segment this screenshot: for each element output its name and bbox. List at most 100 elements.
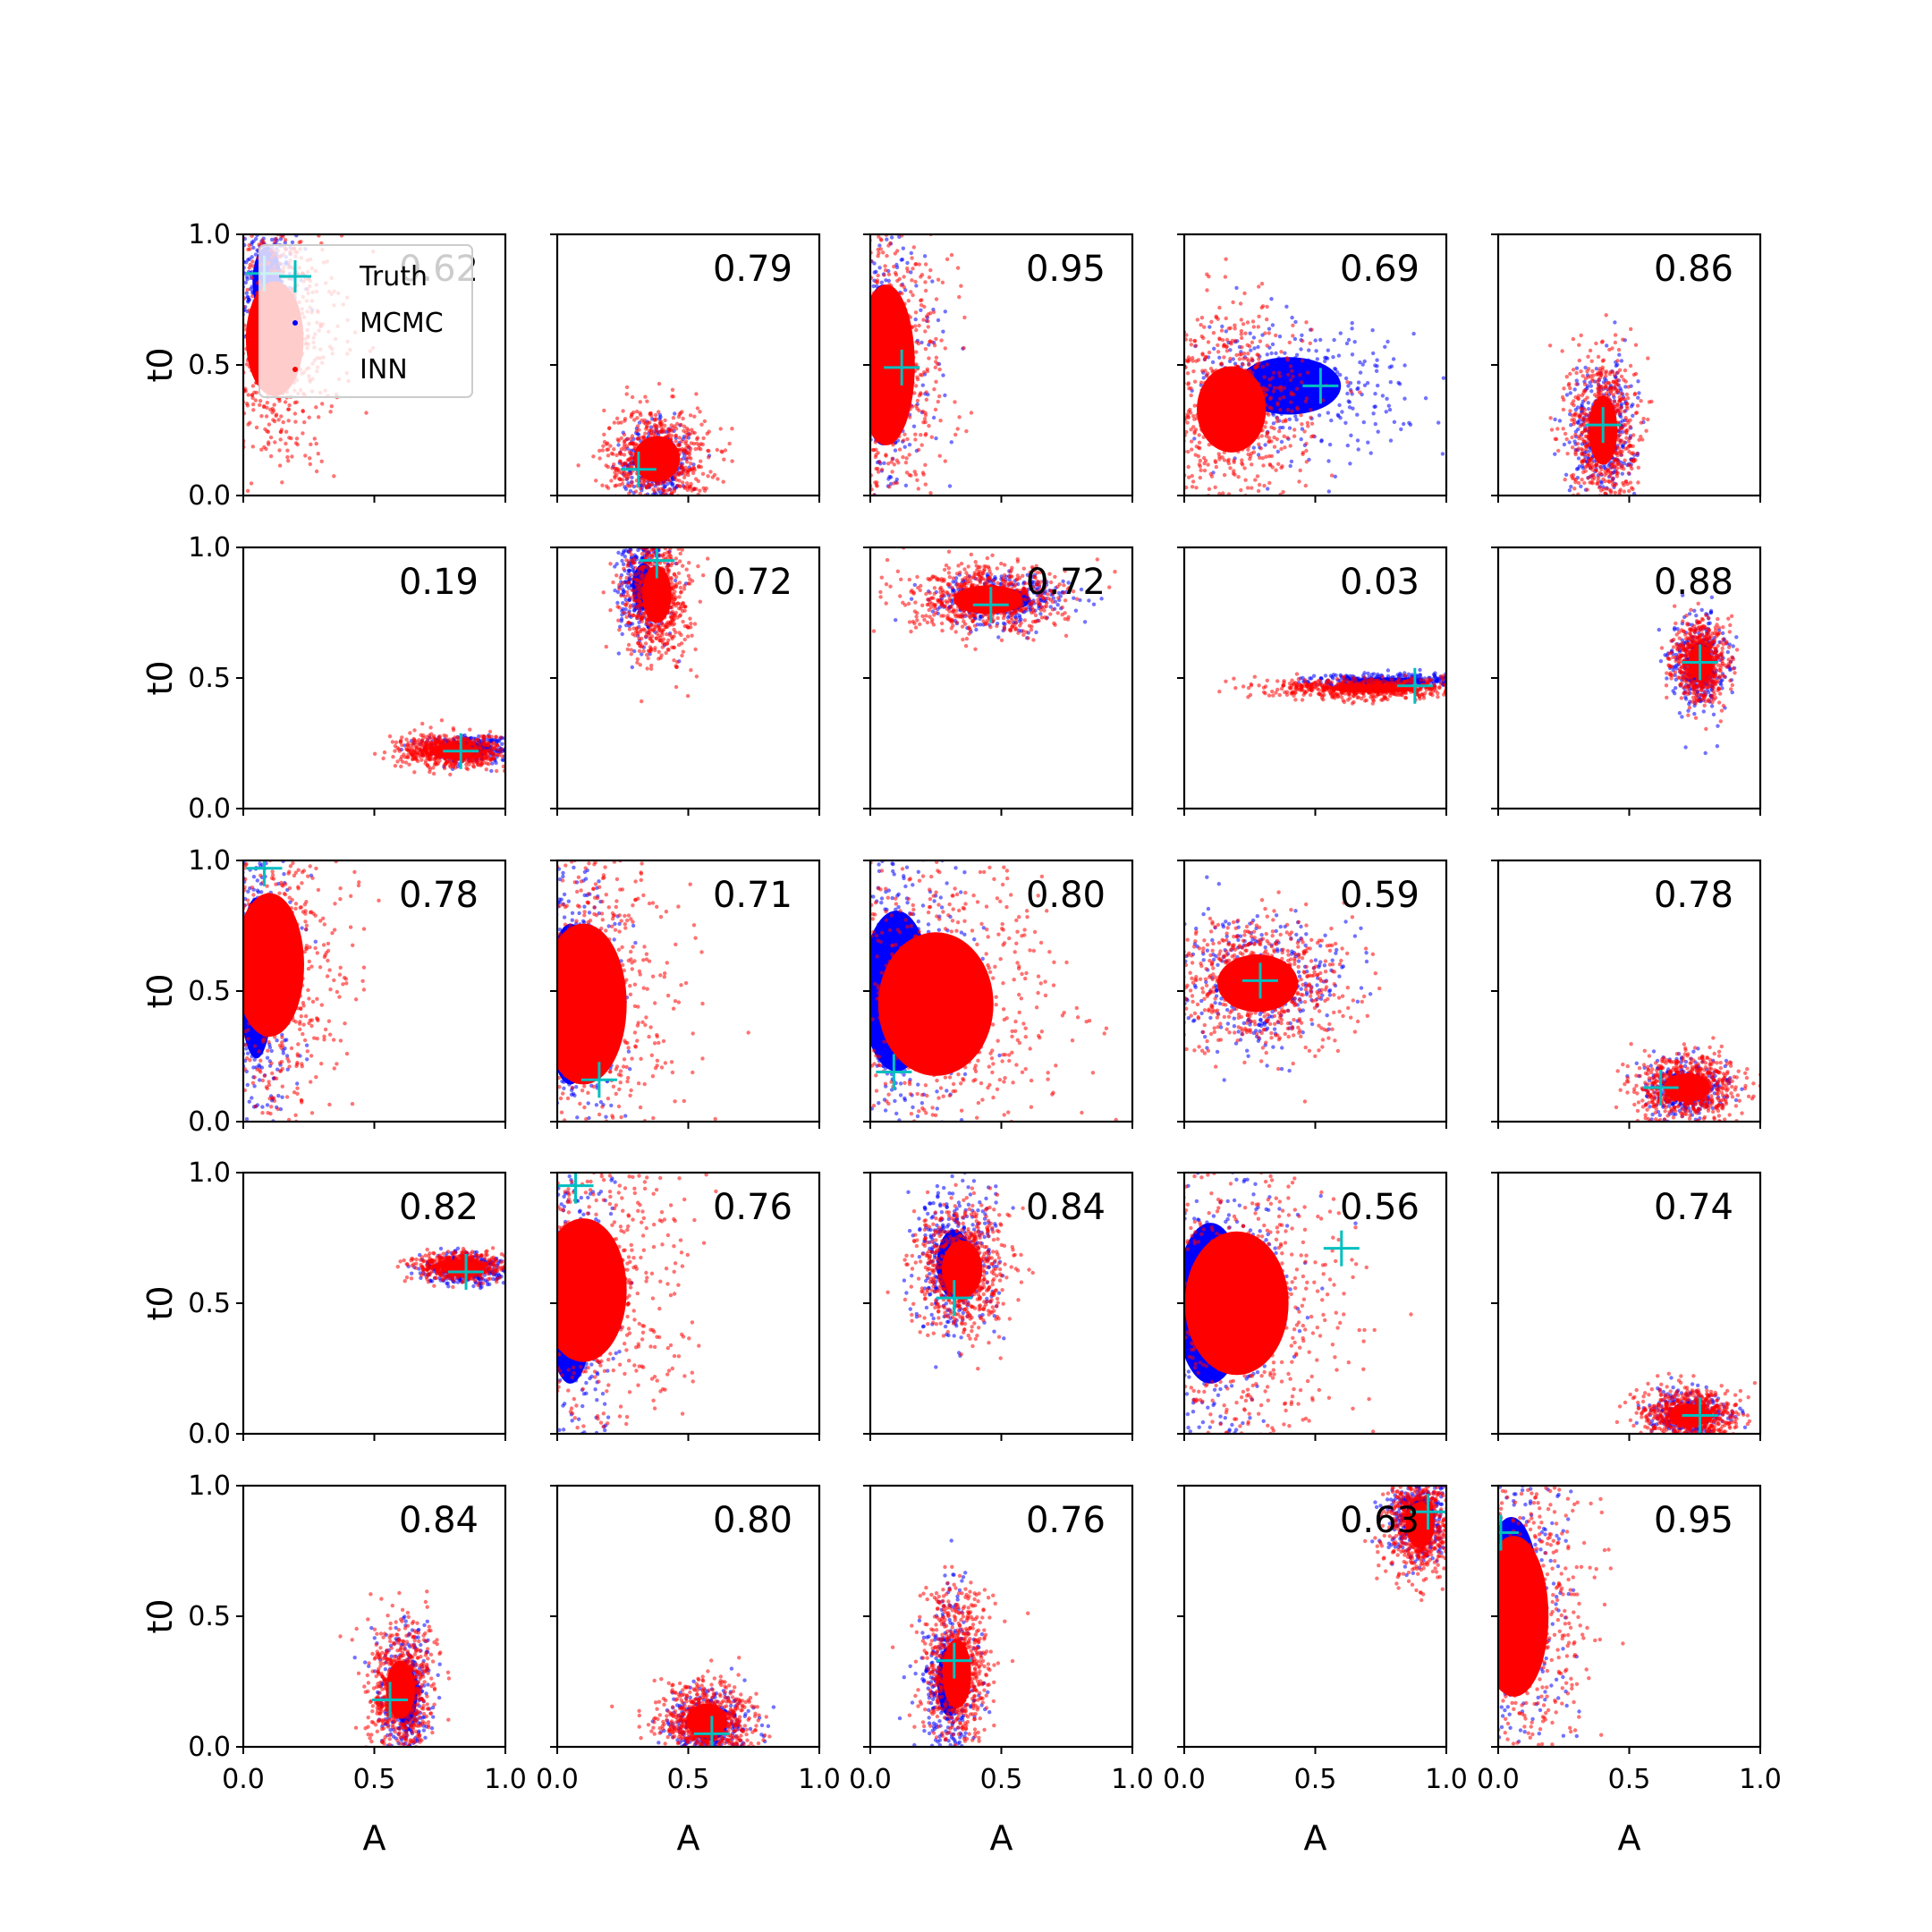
inn-point <box>1308 341 1313 345</box>
inn-point <box>663 423 667 428</box>
inn-point <box>922 417 928 421</box>
inn-point <box>897 316 902 321</box>
inn-point <box>1592 446 1597 452</box>
inn-point <box>285 454 290 460</box>
inn-point <box>877 375 882 379</box>
inn-point <box>909 362 913 368</box>
mcmc-point <box>1385 396 1389 401</box>
inn-point <box>314 441 318 446</box>
inn-point <box>712 472 717 478</box>
mcmc-point <box>1317 413 1322 418</box>
inn-point <box>669 433 674 438</box>
inn-point <box>1628 418 1632 422</box>
inn-point <box>1238 406 1243 411</box>
mcmc-point <box>1331 355 1335 360</box>
inn-point <box>1272 370 1276 375</box>
inn-point <box>653 445 658 449</box>
inn-point <box>1646 356 1650 360</box>
inn-point <box>1279 446 1284 452</box>
inn-point <box>632 446 637 451</box>
inn-point <box>878 293 883 298</box>
inn-point <box>644 427 648 431</box>
inn-point <box>1272 426 1276 431</box>
inn-point <box>885 253 889 258</box>
inn-point <box>893 377 897 382</box>
inn-point <box>1625 482 1630 487</box>
inn-point <box>623 447 627 452</box>
inn-point <box>619 436 623 441</box>
panel-value-label: 0.79 <box>713 249 792 290</box>
inn-point <box>1549 428 1555 432</box>
inn-point <box>1276 462 1281 466</box>
inn-point <box>1635 452 1640 456</box>
inn-point <box>1603 479 1607 484</box>
inn-point <box>597 448 602 453</box>
mcmc-point <box>874 269 878 274</box>
inn-point <box>886 272 892 276</box>
mcmc-point <box>1619 414 1623 419</box>
inn-point <box>1592 438 1597 444</box>
inn-point <box>1265 317 1269 322</box>
inn-point <box>1585 487 1589 492</box>
mcmc-point <box>1345 443 1351 448</box>
inn-point <box>875 480 879 485</box>
mcmc-point <box>1270 342 1275 347</box>
inn-point <box>1582 428 1588 432</box>
inn-point <box>1199 427 1204 431</box>
inn-point <box>1596 481 1600 486</box>
mcmc-point <box>1376 383 1380 388</box>
mcmc-point <box>1287 417 1292 421</box>
mcmc-point <box>1286 397 1291 402</box>
plot-area <box>1547 313 1654 496</box>
mcmc-point <box>874 284 879 289</box>
mcmc-point <box>905 260 910 266</box>
inn-point <box>1210 383 1215 387</box>
inn-point <box>1610 476 1615 481</box>
inn-point <box>911 355 916 360</box>
inn-point <box>1603 451 1608 455</box>
inn-point <box>1241 352 1247 356</box>
inn-point <box>1222 372 1226 377</box>
inn-point <box>908 359 912 364</box>
inn-point <box>1203 458 1208 463</box>
inn-point <box>251 367 257 371</box>
inn-point <box>969 411 974 415</box>
inn-point <box>964 428 969 434</box>
inn-point <box>893 344 898 349</box>
mcmc-point <box>1252 346 1257 351</box>
inn-point <box>936 399 941 404</box>
inn-point <box>923 347 928 352</box>
inn-point <box>907 373 911 378</box>
inn-point <box>911 267 915 271</box>
inn-point <box>1258 339 1263 343</box>
mcmc-point <box>1258 372 1263 377</box>
inn-point <box>1597 377 1601 382</box>
inn-point <box>1597 485 1602 490</box>
inn-point <box>301 431 305 436</box>
inn-point <box>1289 392 1294 397</box>
mcmc-point <box>1589 384 1594 388</box>
mcmc-point <box>1323 393 1327 397</box>
inn-point <box>1290 409 1294 413</box>
inn-point <box>892 361 896 366</box>
inn-point <box>1627 488 1631 494</box>
inn-point <box>895 299 901 303</box>
inn-point <box>1224 257 1228 261</box>
inn-point <box>902 351 908 355</box>
inn-point <box>1192 338 1198 343</box>
inn-point <box>678 457 683 462</box>
mcmc-point <box>1282 374 1286 379</box>
inn-point <box>1604 374 1608 378</box>
inn-point <box>1265 411 1269 416</box>
inn-point <box>1275 416 1280 420</box>
inn-point <box>1562 386 1566 391</box>
inn-point <box>910 278 914 283</box>
inn-point <box>706 474 710 479</box>
inn-point <box>1250 359 1255 363</box>
inn-point <box>878 384 883 389</box>
mcmc-point <box>1276 391 1282 396</box>
mcmc-point <box>1576 427 1580 432</box>
mcmc-point <box>1620 471 1625 476</box>
inn-point <box>1573 413 1578 418</box>
inn-point <box>1309 408 1313 412</box>
